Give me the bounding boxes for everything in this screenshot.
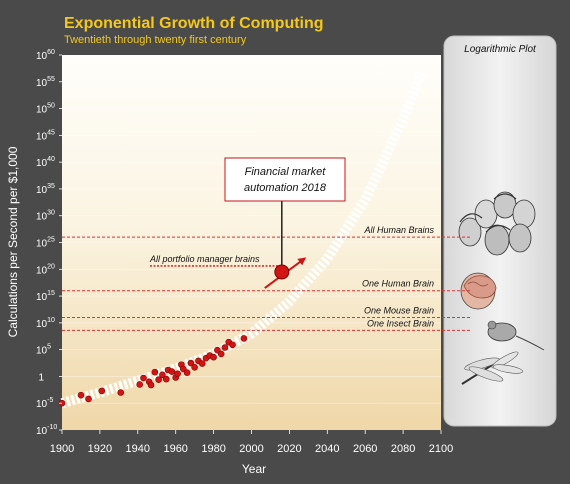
y-tick-label: 10-10 (36, 424, 57, 437)
y-tick-exponent: 10 (47, 317, 55, 324)
y-tick-exponent: -10 (47, 424, 57, 431)
y-tick-label: 1010 (36, 317, 55, 330)
mouse-illustration (487, 320, 545, 351)
x-tick-label: 2040 (315, 443, 339, 455)
y-tick-label: 1035 (36, 183, 55, 196)
y-tick-exponent: 25 (47, 237, 55, 244)
human-heads-illustration (458, 191, 536, 256)
portfolio-manager-label: All portfolio manager brains (149, 254, 260, 264)
y-tick-label: 1050 (36, 103, 55, 116)
x-tick-label: 2100 (429, 443, 453, 455)
data-point (240, 335, 248, 342)
y-tick-label: 1030 (36, 210, 55, 223)
x-tick-label: 1900 (50, 443, 74, 455)
data-point (168, 368, 176, 375)
data-point (229, 341, 236, 349)
reference-line-label: All Human Brains (363, 225, 434, 235)
x-tick-label: 1980 (201, 443, 225, 455)
x-tick-label: 1920 (88, 443, 112, 455)
data-point (117, 389, 125, 396)
y-tick-label: 1020 (36, 263, 55, 276)
side-panel-title: Logarithmic Plot (464, 44, 537, 55)
data-point (162, 375, 170, 383)
y-tick-exponent: 40 (47, 156, 55, 163)
y-tick-exponent: 5 (47, 344, 51, 351)
x-tick-label: 1940 (126, 443, 150, 455)
callout-text-line-2: automation 2018 (244, 182, 327, 194)
data-point (140, 374, 147, 382)
data-point (151, 368, 159, 376)
callout-text-line-1: Financial market (245, 166, 327, 178)
x-tick-label: 2000 (239, 443, 263, 455)
reference-line-label: One Human Brain (362, 279, 434, 289)
y-tick-label: 1045 (36, 129, 55, 142)
y-tick-label: 1040 (36, 156, 55, 169)
y-tick-label: 10-5 (36, 397, 53, 410)
y-tick-label: 105 (36, 344, 51, 357)
data-point (147, 381, 155, 389)
data-point (198, 360, 206, 367)
x-tick-label: 2020 (277, 443, 301, 455)
y-tick-label: 1060 (36, 49, 55, 62)
data-point (136, 381, 143, 388)
chart-subtitle: Twentieth through twenty first century (64, 34, 247, 46)
reference-line-label: One Insect Brain (367, 318, 434, 328)
y-tick-label: 1015 (36, 290, 55, 303)
data-point (77, 391, 85, 399)
data-point (85, 395, 92, 403)
data-point (191, 364, 198, 371)
y-tick-exponent: 35 (47, 183, 55, 190)
dragonfly-illustration (461, 351, 524, 385)
x-tick-label: 1960 (163, 443, 187, 455)
data-point (98, 387, 106, 395)
trend-curve (60, 69, 427, 409)
human-brain-illustration (460, 272, 497, 310)
y-tick-exponent: 60 (47, 49, 55, 56)
data-point (155, 376, 162, 383)
y-tick-exponent: 15 (47, 290, 55, 297)
y-tick-exponent: 55 (47, 76, 55, 83)
y-tick-exponent: 20 (47, 263, 55, 270)
y-tick-label: 1 (38, 372, 44, 383)
y-tick-label: 1055 (36, 76, 55, 89)
data-point (221, 344, 229, 351)
data-point (159, 371, 166, 379)
y-tick-exponent: 45 (47, 129, 55, 136)
data-point (187, 359, 195, 367)
data-point (183, 369, 191, 376)
y-axis-label: Calculations per Second per $1,000 (6, 146, 20, 337)
data-point (217, 350, 225, 358)
brain-illustrations (458, 191, 545, 385)
data-point (210, 353, 217, 361)
reference-line-label: One Mouse Brain (364, 306, 434, 316)
chart-title: Exponential Growth of Computing (64, 15, 324, 32)
y-tick-label: 1025 (36, 237, 55, 250)
x-axis-label: Year (242, 462, 266, 476)
x-tick-label: 2080 (391, 443, 415, 455)
data-point (174, 370, 181, 378)
x-tick-label: 2060 (353, 443, 377, 455)
y-tick-exponent: 30 (47, 210, 55, 217)
y-tick-exponent: -5 (47, 397, 53, 404)
highlight-point (274, 264, 290, 280)
y-tick-exponent: 50 (47, 103, 55, 110)
callout-box: Financial market automation 2018 (224, 157, 346, 202)
